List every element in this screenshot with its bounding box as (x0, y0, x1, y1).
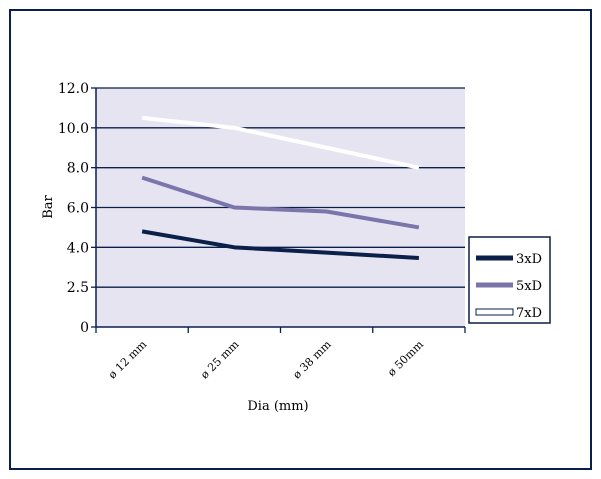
x-axis-label: Dia (mm) (247, 399, 308, 414)
legend-swatch-7xD (475, 308, 514, 316)
y-tick-label: 10.0 (58, 121, 89, 137)
y-tick-label: 0 (80, 320, 89, 336)
series-line-3xD (141, 229, 419, 260)
y-tick-label: 4.0 (67, 240, 89, 256)
y-tick-label: 6.0 (67, 201, 89, 217)
y-tick-label: 12.0 (58, 81, 89, 97)
series-lines (141, 115, 420, 260)
legend: 3xD 5xD 7xD (468, 236, 551, 324)
legend-label: 7xD (516, 306, 542, 321)
y-axis-label: Bar (41, 194, 56, 218)
y-tick-labels: 0 2.5 4.0 6.0 8.0 10.0 12.0 (58, 81, 89, 336)
y-tick-label: 2.5 (67, 280, 89, 296)
legend-label: 5xD (516, 279, 542, 294)
axes (91, 87, 466, 333)
legend-label: 3xD (516, 252, 542, 267)
series-line-5xD (141, 175, 420, 230)
y-tick-label: 8.0 (67, 161, 89, 177)
series-line-7xD (141, 115, 420, 170)
